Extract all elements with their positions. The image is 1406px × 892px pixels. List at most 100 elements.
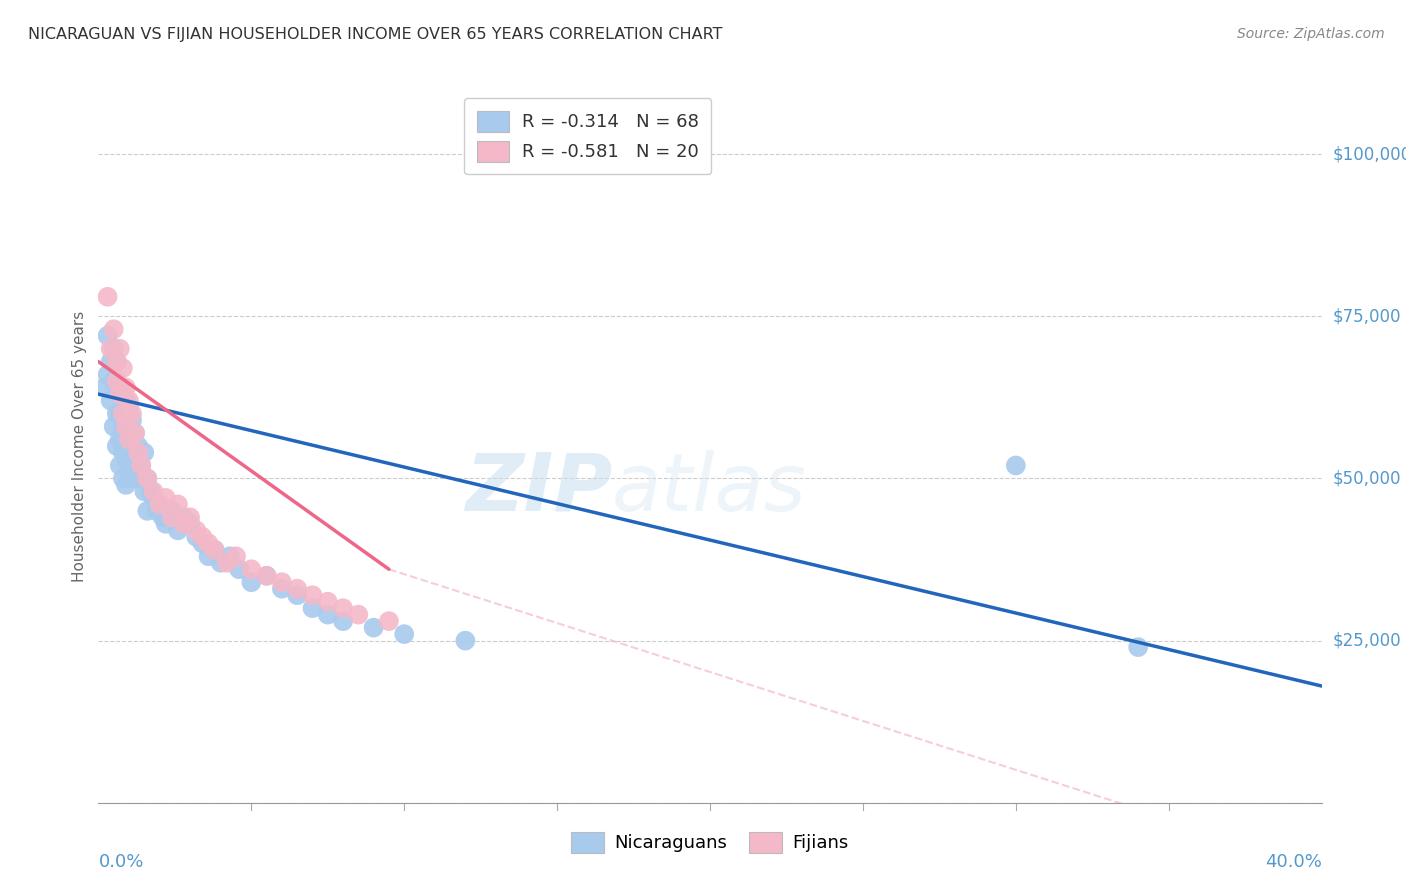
Point [105, 354, 128, 368]
Point [129, 458, 152, 473]
Point [97, 368, 120, 382]
Point [115, 393, 138, 408]
Point [209, 556, 232, 570]
Point [347, 607, 370, 622]
Point [124, 425, 146, 440]
Point [139, 484, 162, 499]
Point [93, 381, 115, 395]
Point [186, 530, 208, 544]
Point [100, 342, 122, 356]
Point [285, 582, 308, 596]
Point [285, 588, 308, 602]
Point [111, 361, 134, 376]
Point [121, 445, 143, 459]
Point [118, 393, 141, 408]
Point [197, 549, 219, 564]
Point [97, 328, 120, 343]
Point [100, 354, 122, 368]
Point [301, 601, 323, 615]
Legend: Nicaraguans, Fijians: Nicaraguans, Fijians [562, 822, 858, 862]
Point [108, 433, 131, 447]
Point [173, 516, 195, 531]
Point [111, 419, 134, 434]
Point [105, 439, 128, 453]
Point [103, 322, 125, 336]
Point [204, 542, 226, 557]
Point [111, 471, 134, 485]
Point [108, 381, 131, 395]
Point [179, 510, 201, 524]
Text: NICARAGUAN VS FIJIAN HOUSEHOLDER INCOME OVER 65 YEARS CORRELATION CHART: NICARAGUAN VS FIJIAN HOUSEHOLDER INCOME … [28, 27, 723, 42]
Point [240, 562, 263, 576]
Point [115, 419, 138, 434]
Text: atlas: atlas [612, 450, 807, 528]
Point [115, 452, 138, 467]
Point [136, 471, 159, 485]
Point [100, 393, 122, 408]
Point [115, 381, 138, 395]
Point [124, 458, 146, 473]
Point [103, 419, 125, 434]
Point [105, 407, 128, 421]
Point [225, 549, 247, 564]
Point [191, 536, 214, 550]
Point [121, 407, 143, 421]
Point [105, 374, 128, 388]
Point [136, 504, 159, 518]
Point [215, 556, 238, 570]
Point [97, 290, 120, 304]
Y-axis label: Householder Income Over 65 years: Householder Income Over 65 years [72, 310, 87, 582]
Point [270, 582, 292, 596]
Point [363, 621, 385, 635]
Point [256, 568, 278, 582]
Point [108, 342, 131, 356]
Point [118, 400, 141, 414]
Point [316, 607, 339, 622]
Point [167, 497, 190, 511]
Point [118, 433, 141, 447]
Point [142, 491, 165, 505]
Text: Source: ZipAtlas.com: Source: ZipAtlas.com [1237, 27, 1385, 41]
Point [204, 542, 226, 557]
Point [454, 633, 477, 648]
Point [124, 425, 146, 440]
Point [152, 510, 174, 524]
Point [103, 374, 125, 388]
Point [173, 510, 195, 524]
Text: 0.0%: 0.0% [98, 853, 143, 871]
Point [103, 342, 125, 356]
Point [149, 497, 172, 511]
Point [111, 407, 134, 421]
Point [108, 407, 131, 421]
Point [378, 614, 401, 628]
Point [301, 588, 323, 602]
Point [136, 471, 159, 485]
Point [134, 445, 156, 459]
Point [179, 516, 201, 531]
Point [129, 458, 152, 473]
Point [167, 524, 190, 538]
Point [121, 413, 143, 427]
Text: ZIP: ZIP [465, 450, 612, 528]
Point [111, 445, 134, 459]
Point [332, 601, 354, 615]
Point [121, 471, 143, 485]
Point [240, 575, 263, 590]
Point [392, 627, 416, 641]
Point [191, 530, 214, 544]
Text: $75,000: $75,000 [1333, 307, 1402, 326]
Point [219, 549, 242, 564]
Point [332, 614, 354, 628]
Point [111, 387, 134, 401]
Point [118, 465, 141, 479]
Point [316, 595, 339, 609]
Point [115, 478, 138, 492]
Point [108, 387, 131, 401]
Point [105, 374, 128, 388]
Point [115, 425, 138, 440]
Point [118, 433, 141, 447]
Point [145, 504, 167, 518]
Text: 40.0%: 40.0% [1265, 853, 1322, 871]
Point [134, 484, 156, 499]
Point [155, 491, 177, 505]
